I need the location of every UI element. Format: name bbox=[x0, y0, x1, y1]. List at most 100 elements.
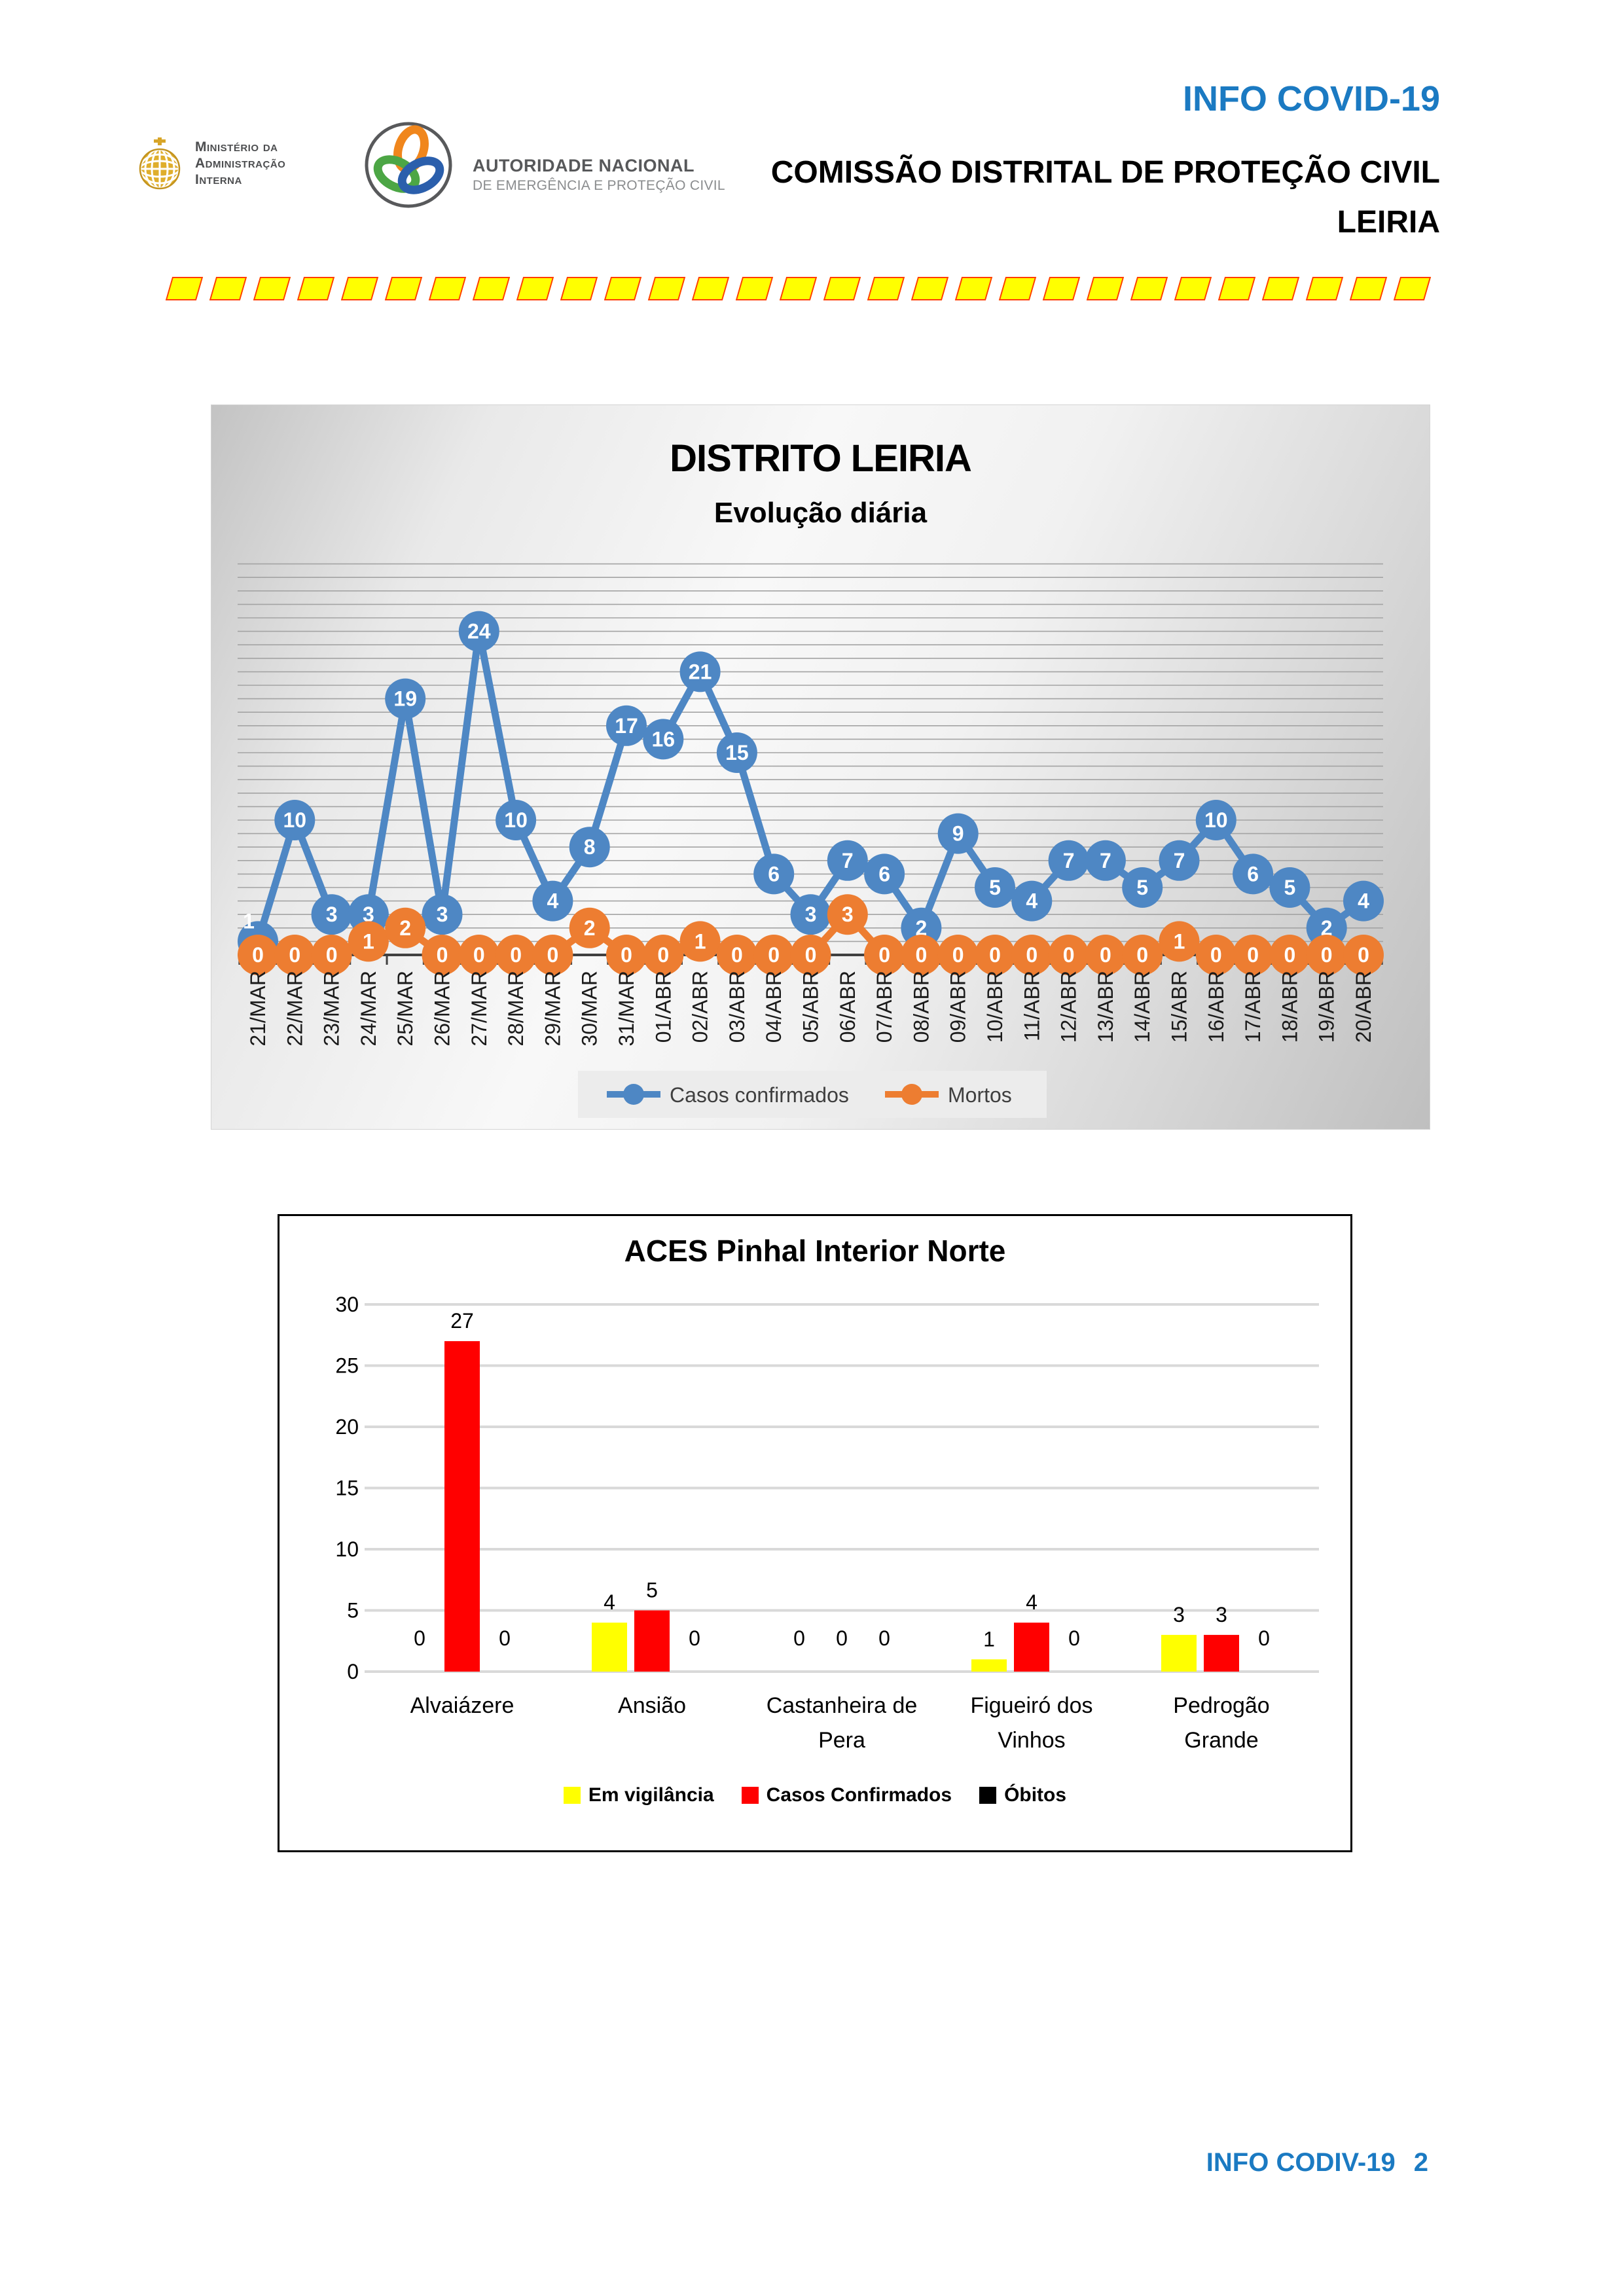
bar bbox=[1014, 1623, 1049, 1672]
divider-dash-icon bbox=[297, 277, 335, 300]
data-point-marker bbox=[1195, 800, 1236, 840]
bar bbox=[634, 1610, 670, 1672]
bar-value-label: 3 bbox=[1216, 1603, 1227, 1626]
data-point-marker bbox=[1048, 840, 1089, 881]
data-point-marker bbox=[496, 935, 537, 975]
data-label: 0 bbox=[1247, 943, 1259, 967]
divider-dash-icon bbox=[1174, 277, 1212, 300]
data-label: 7 bbox=[842, 849, 854, 872]
y-tick-label: 30 bbox=[335, 1293, 359, 1316]
data-point-marker bbox=[716, 935, 757, 975]
data-label: 10 bbox=[504, 808, 528, 832]
legend-marker-icon bbox=[623, 1084, 644, 1105]
line-chart: DISTRITO LEIRIA Evolução diária 1 10 3 3 19 3… bbox=[211, 404, 1430, 1130]
legend-swatch-icon bbox=[741, 1787, 759, 1804]
data-label: 5 bbox=[1136, 876, 1148, 899]
data-label: 0 bbox=[731, 943, 743, 967]
data-label: 3 bbox=[363, 903, 374, 926]
x-tick-label: 10/ABR bbox=[983, 971, 1007, 1043]
data-label: 0 bbox=[1358, 943, 1369, 967]
bar-value-label: 0 bbox=[836, 1626, 848, 1650]
divider-dash-icon bbox=[647, 277, 686, 300]
x-tick-label: 15/ABR bbox=[1168, 971, 1191, 1043]
data-point-marker bbox=[643, 719, 684, 760]
data-point-marker bbox=[569, 827, 610, 868]
anepc-logo-subtitle: DE EMERGÊNCIA E PROTEÇÃO CIVIL bbox=[473, 178, 725, 193]
divider-dash-icon bbox=[428, 277, 467, 300]
data-label: 7 bbox=[1100, 849, 1111, 872]
y-tick-label: 25 bbox=[335, 1354, 359, 1378]
data-label: 2 bbox=[584, 916, 596, 940]
info-covid-title: INFO COVID-19 bbox=[1182, 79, 1440, 118]
data-label: 17 bbox=[615, 714, 638, 738]
commission-title: COMISSÃO DISTRITAL DE PROTEÇÃO CIVIL bbox=[770, 155, 1440, 190]
data-point-marker bbox=[606, 935, 647, 975]
bar-value-label: 0 bbox=[793, 1626, 805, 1650]
data-point-marker bbox=[1195, 935, 1236, 975]
bar-value-label: 4 bbox=[604, 1590, 615, 1614]
divider-dash-icon bbox=[867, 277, 905, 300]
data-point-marker bbox=[679, 651, 721, 692]
divider-dash-icon bbox=[1393, 277, 1432, 300]
x-tick-label: 08/ABR bbox=[909, 971, 933, 1043]
data-label: 10 bbox=[1204, 808, 1228, 832]
data-point-marker bbox=[385, 678, 426, 719]
data-label: 1 bbox=[1174, 929, 1185, 953]
bar-value-label: 1 bbox=[983, 1627, 995, 1651]
data-point-marker bbox=[975, 867, 1015, 908]
data-label: 5 bbox=[989, 876, 1001, 899]
y-tick-label: 10 bbox=[335, 1537, 359, 1561]
data-label: 24 bbox=[467, 620, 491, 643]
bar bbox=[971, 1659, 1007, 1672]
x-tick-label: 04/ABR bbox=[762, 971, 785, 1043]
x-category-label: Grande bbox=[1184, 1728, 1258, 1753]
legend-swatch-icon bbox=[979, 1787, 997, 1804]
x-category-label: Pedrogão bbox=[1173, 1693, 1269, 1718]
x-tick-label: 03/ABR bbox=[725, 971, 749, 1043]
data-label: 0 bbox=[989, 943, 1001, 967]
legend-item: Em vigilância bbox=[563, 1784, 714, 1806]
x-tick-label: 29/MAR bbox=[541, 971, 564, 1047]
data-label: 4 bbox=[1358, 889, 1369, 913]
data-point-marker bbox=[458, 611, 499, 652]
footer-label: INFO CODIV-19 bbox=[1206, 2148, 1396, 2177]
data-label: 6 bbox=[1247, 862, 1259, 886]
data-point-marker bbox=[1269, 935, 1310, 975]
x-tick-label: 16/ABR bbox=[1204, 971, 1228, 1043]
divider-dash-icon bbox=[954, 277, 993, 300]
divider-dash-icon bbox=[165, 277, 204, 300]
y-tick-label: 0 bbox=[347, 1660, 359, 1683]
data-point-marker bbox=[827, 894, 868, 935]
divider-dash-icon bbox=[604, 277, 642, 300]
x-tick-label: 02/ABR bbox=[689, 971, 712, 1043]
data-label: 0 bbox=[252, 943, 264, 967]
data-point-marker bbox=[864, 935, 905, 975]
x-tick-label: 01/ABR bbox=[651, 971, 675, 1043]
x-tick-label: 13/ABR bbox=[1094, 971, 1117, 1043]
data-point-marker bbox=[790, 894, 831, 935]
bar-chart-legend: Em vigilância Casos Confirmados Óbitos bbox=[280, 1784, 1350, 1806]
data-label: 5 bbox=[1284, 876, 1296, 899]
data-label: 9 bbox=[952, 822, 964, 846]
data-label: 3 bbox=[437, 903, 448, 926]
data-label: 0 bbox=[1210, 943, 1222, 967]
mai-text-line: Interna bbox=[195, 172, 242, 187]
x-category-label: Ansião bbox=[618, 1693, 686, 1718]
x-category-label: Pera bbox=[818, 1728, 865, 1753]
x-tick-label: 25/MAR bbox=[393, 971, 417, 1047]
data-label: 4 bbox=[1026, 889, 1038, 913]
data-label: 1 bbox=[243, 909, 255, 933]
legend-label: Óbitos bbox=[1004, 1784, 1067, 1806]
data-point-marker bbox=[1085, 935, 1126, 975]
data-point-marker bbox=[532, 935, 573, 975]
x-tick-label: 23/MAR bbox=[320, 971, 344, 1047]
data-label: 6 bbox=[878, 862, 890, 886]
divider-dash-icon bbox=[823, 277, 861, 300]
legend-item: Casos Confirmados bbox=[741, 1784, 952, 1806]
bar bbox=[1204, 1634, 1239, 1672]
page-footer: INFO CODIV-19 2 bbox=[1206, 2148, 1428, 2178]
divider-dashes bbox=[165, 277, 1432, 300]
bar-value-label: 5 bbox=[646, 1579, 658, 1602]
